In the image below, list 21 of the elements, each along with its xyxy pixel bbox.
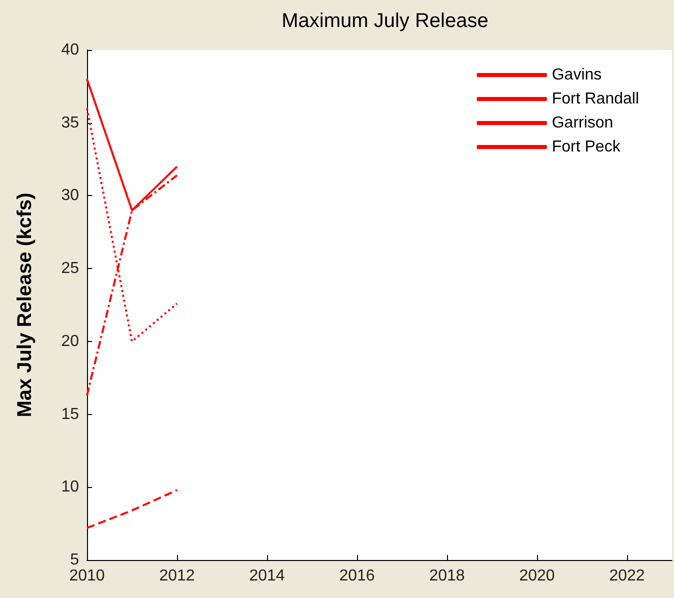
y-tick-label: 30 [61,187,80,204]
x-tick-label: 2012 [159,568,195,584]
x-tick-label: 2022 [609,568,645,584]
legend-label: Fort Peck [552,138,622,156]
legend-label: Garrison [552,114,614,132]
y-axis-title: Max July Release (kcfs) [14,192,36,418]
y-tick-label: 40 [61,42,80,58]
y-tick-label: 20 [61,332,80,350]
y-tick-label: 5 [70,552,80,568]
x-tick-label: 2020 [519,568,555,584]
x-tick-label: 2014 [249,568,285,584]
legend-label: Fort Randall [552,90,640,108]
y-tick-label: 15 [61,406,80,423]
x-tick-label: 2016 [339,568,375,584]
x-tick-label: 2018 [429,568,465,584]
chart-title: Maximum July Release [282,10,488,32]
legend-label: Gavins [552,66,602,84]
y-tick-label: 25 [61,260,80,278]
y-tick-label: 10 [61,478,80,496]
y-tick-label: 35 [61,114,80,132]
x-tick-label: 2010 [69,568,105,584]
